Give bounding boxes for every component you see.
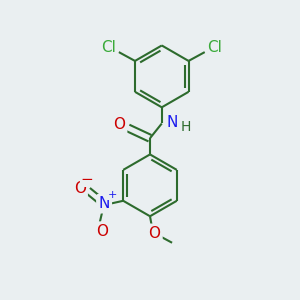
Text: N: N <box>167 115 178 130</box>
Text: O: O <box>74 181 86 196</box>
Text: −: − <box>80 172 93 187</box>
Text: H: H <box>181 120 191 134</box>
Text: Cl: Cl <box>208 40 223 55</box>
Text: O: O <box>113 118 125 133</box>
Text: O: O <box>96 224 108 238</box>
Text: Cl: Cl <box>101 40 116 55</box>
Text: N: N <box>98 196 110 211</box>
Text: +: + <box>107 190 117 200</box>
Text: O: O <box>148 226 160 241</box>
